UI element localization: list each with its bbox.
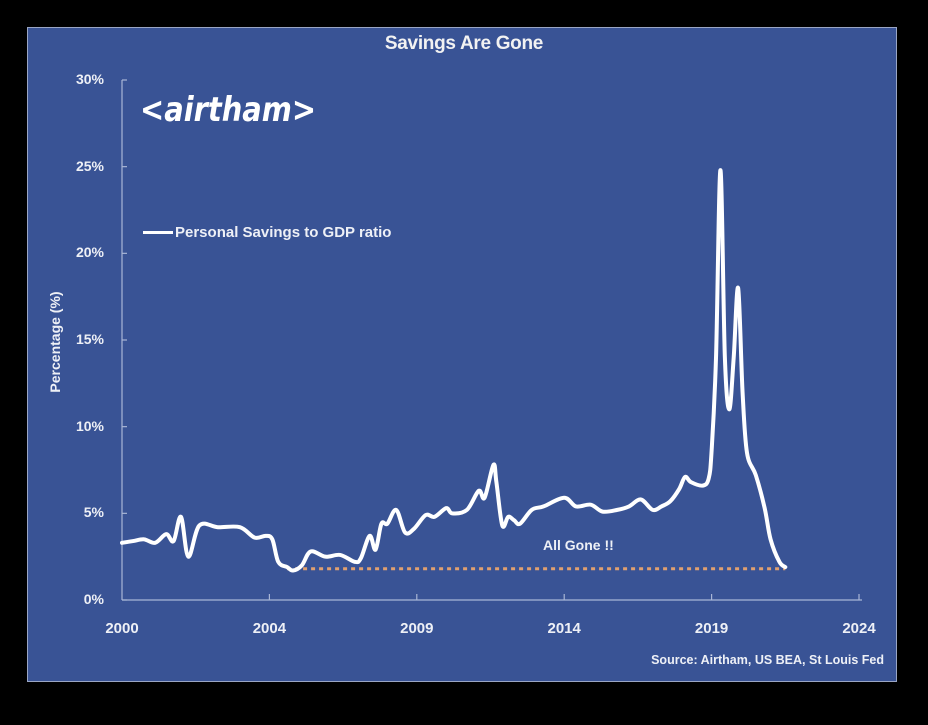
source-note: Source: Airtham, US BEA, St Louis Fed [651,653,884,667]
legend: Personal Savings to GDP ratio [143,224,391,241]
legend-label: Personal Savings to GDP ratio [175,224,392,241]
y-tick-15: 15% [75,331,104,347]
y-tick-25: 25% [75,157,104,174]
y-tick-20: 20% [75,244,104,261]
x-tick-2024: 2024 [842,620,876,637]
y-axis-label: Percentage (%) [47,291,63,393]
x-tick-2000: 2000 [105,620,139,637]
y-tick-0: 0% [83,591,104,607]
axes [121,79,862,601]
x-tick-2019: 2019 [694,620,729,637]
airtham-logo: <airtham> [140,90,317,130]
savings-ratio-line [120,168,788,573]
x-tick-2014: 2014 [547,620,581,637]
all-gone-annotation: All Gone !! [543,537,614,553]
y-tick-30: 30% [75,71,104,87]
x-tick-2009: 2009 [400,620,434,637]
y-tick-5: 5% [83,504,104,521]
legend-line-swatch [143,231,173,234]
x-tick-2004: 2004 [252,620,287,637]
chart-panel [27,27,897,682]
y-tick-10: 10% [75,417,104,434]
chart-title: Savings Are Gone [384,33,544,54]
